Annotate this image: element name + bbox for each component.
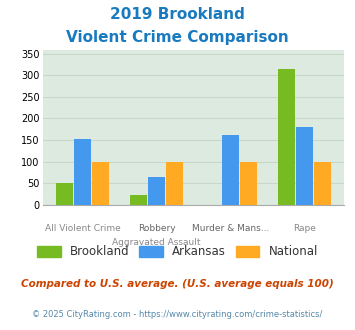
Text: All Violent Crime: All Violent Crime [45, 224, 120, 233]
Text: Rape: Rape [293, 224, 316, 233]
Bar [56, 183, 73, 205]
Text: © 2025 CityRating.com - https://www.cityrating.com/crime-statistics/: © 2025 CityRating.com - https://www.city… [32, 310, 323, 319]
Bar [222, 135, 239, 205]
Bar [240, 161, 257, 205]
Text: Aggravated Assault: Aggravated Assault [112, 238, 201, 247]
Bar [130, 195, 147, 205]
Text: Robbery: Robbery [138, 224, 175, 233]
Bar [278, 69, 295, 205]
Bar [148, 177, 165, 205]
Text: Violent Crime Comparison: Violent Crime Comparison [66, 30, 289, 45]
Bar [296, 127, 313, 205]
Bar [166, 161, 183, 205]
Text: Murder & Mans...: Murder & Mans... [192, 224, 269, 233]
Text: 2019 Brookland: 2019 Brookland [110, 7, 245, 21]
Bar [92, 161, 109, 205]
Bar [74, 139, 91, 205]
Text: Compared to U.S. average. (U.S. average equals 100): Compared to U.S. average. (U.S. average … [21, 279, 334, 289]
Legend: Brookland, Arkansas, National: Brookland, Arkansas, National [33, 242, 322, 262]
Bar [313, 161, 331, 205]
